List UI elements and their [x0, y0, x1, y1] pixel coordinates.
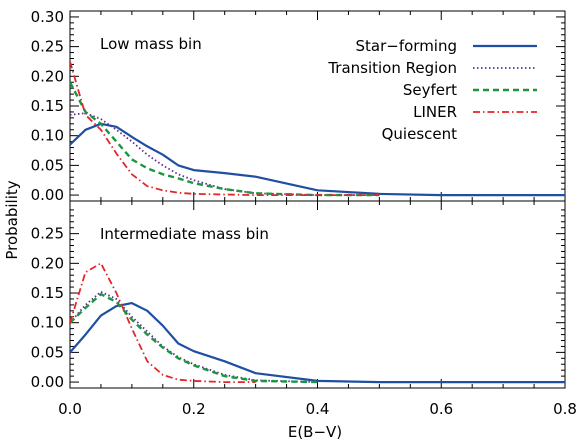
series-line: [70, 302, 565, 384]
series-line: [70, 262, 256, 384]
x-axis-title: E(B−V): [288, 423, 342, 441]
panel-label: Low mass bin: [100, 35, 202, 53]
legend: Star−forming Transition Region Seyfert LINE…: [327, 37, 537, 143]
panel-label: Intermediate mass bin: [100, 225, 269, 243]
y-tick-label: 0.15: [31, 284, 64, 302]
legend-label: Quiescent: [382, 125, 458, 143]
y-axis-title: Probability: [3, 180, 21, 259]
y-tick-label: 0.05: [31, 343, 64, 361]
y-tick-label: 0.10: [31, 127, 64, 145]
y-tick-label: 0.00: [31, 373, 64, 391]
y-tick-label: 0.25: [31, 225, 64, 243]
x-tick-label: 0.8: [553, 400, 577, 418]
y-tick-label: 0.25: [31, 38, 64, 56]
series-line: [70, 112, 380, 197]
y-tick-label: 0.00: [31, 186, 64, 204]
series-line: [70, 290, 318, 383]
series-line: [70, 61, 380, 197]
x-tick-label: 0.6: [429, 400, 453, 418]
y-tick-label: 0.20: [31, 67, 64, 85]
legend-label: Star−forming: [356, 37, 458, 55]
y-tick-label: 0.20: [31, 254, 64, 272]
x-tick-label: 0.4: [306, 400, 330, 418]
panel-low-mass: 0.00 0.05 0.10 0.15 0.20 0.25 0.30 Low mass bin: [31, 8, 566, 204]
x-tick-label: 0.0: [58, 400, 82, 418]
y-tick-label: 0.30: [31, 8, 64, 26]
y-tick-label: 0.15: [31, 97, 64, 115]
legend-label: LINER: [413, 103, 457, 121]
series-line: [70, 122, 565, 197]
y-tick-label: 0.10: [31, 314, 64, 332]
x-tick-label: 0.2: [182, 400, 206, 418]
legend-label: Seyfert: [403, 81, 457, 99]
panel-intermediate-mass: 0.00 0.05 0.10 0.15 0.20 0.25 Intermediate mas…: [31, 200, 577, 418]
legend-label: Transition Region: [327, 59, 457, 77]
series-line: [70, 293, 318, 384]
y-tick-label: 0.05: [31, 156, 64, 174]
series-line: [70, 81, 380, 197]
